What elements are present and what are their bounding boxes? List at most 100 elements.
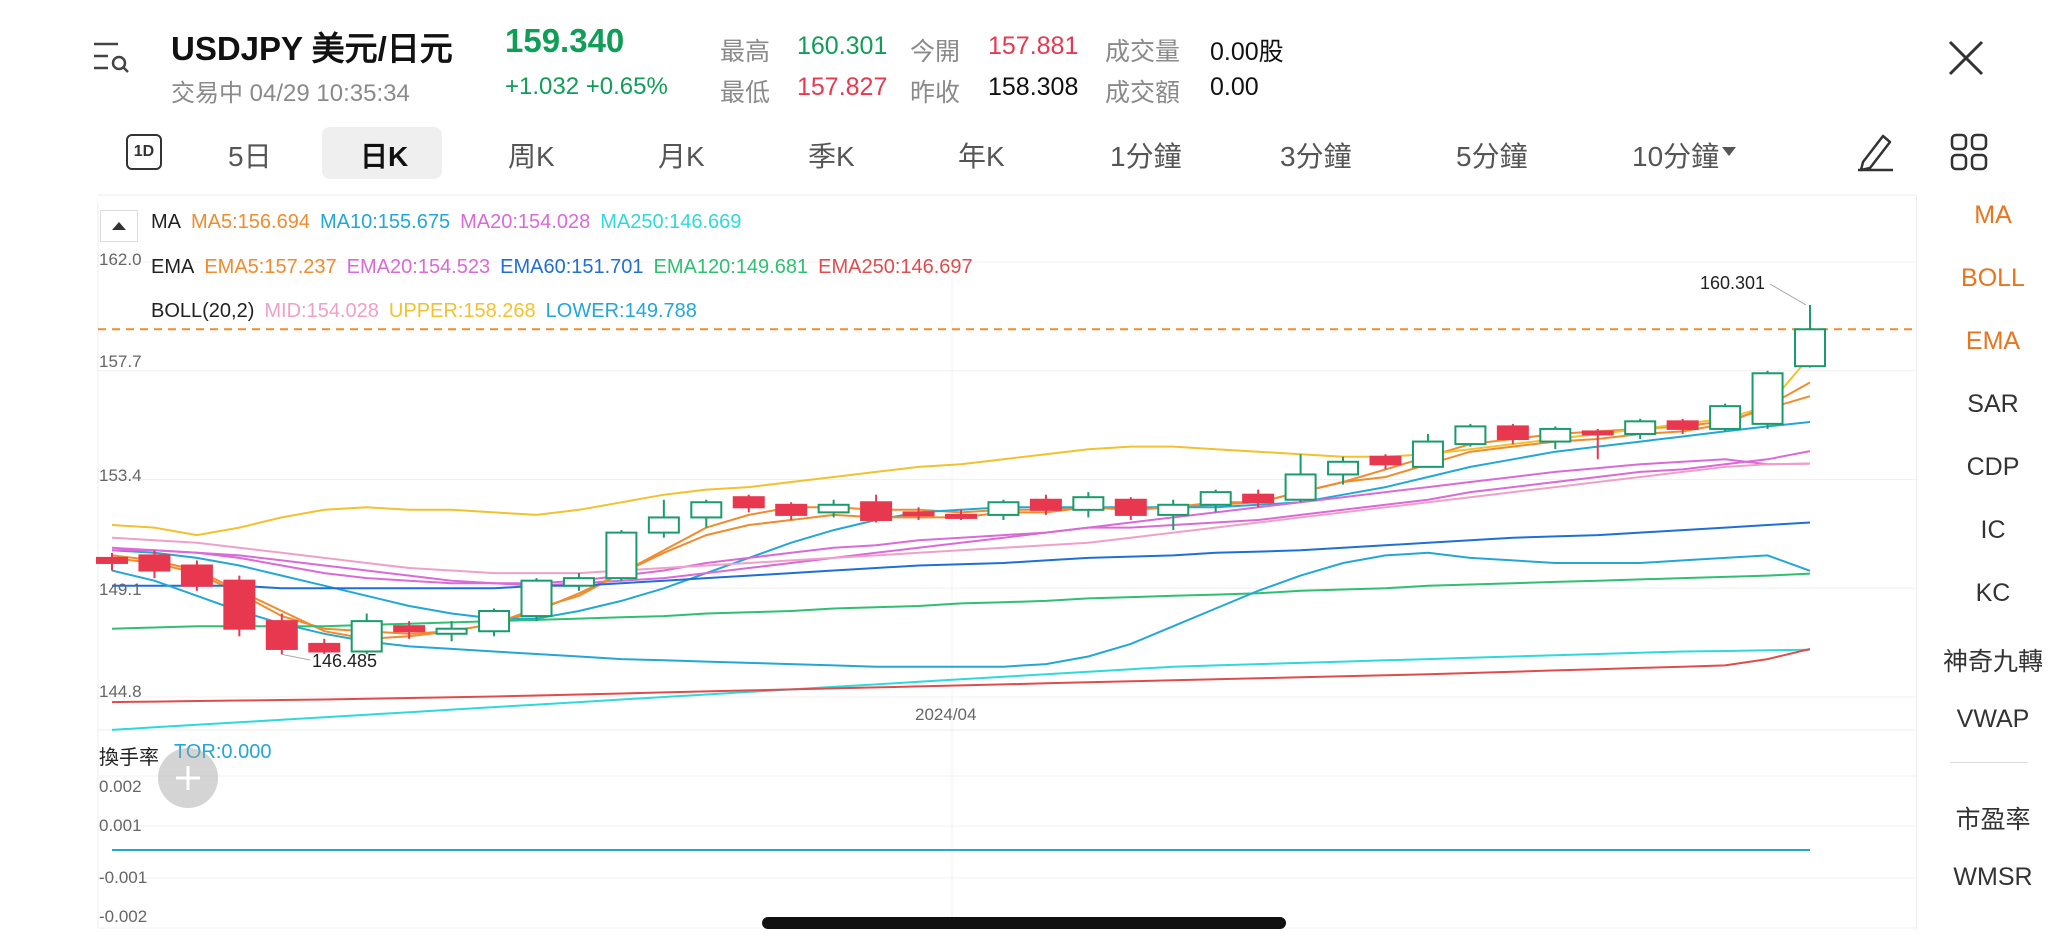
candle-up	[690, 501, 723, 519]
ma-legend: MA MA5:156.694 MA10:155.675 MA20:154.028…	[151, 211, 741, 234]
candle-down	[732, 496, 765, 509]
candle-up	[605, 531, 638, 580]
side-cdp[interactable]: CDP	[1966, 453, 2020, 481]
stat-high-label: 最高	[720, 38, 771, 66]
candle-up	[1157, 503, 1190, 516]
tab-1d[interactable]: 1D	[126, 134, 162, 170]
candle-up	[1199, 491, 1232, 506]
pencil-icon[interactable]	[1855, 130, 1895, 172]
tab-daily-k[interactable]: 日K	[360, 141, 409, 172]
trade-status: 交易中 04/29 10:35:34	[171, 80, 410, 107]
tab-10min[interactable]: 10分鐘	[1632, 141, 1720, 172]
candle-down	[860, 501, 893, 521]
candle-up	[987, 501, 1020, 516]
candle-up	[817, 503, 850, 514]
tab-3min[interactable]: 3分鐘	[1280, 141, 1352, 172]
tab-yearly-k[interactable]: 年K	[958, 141, 1005, 172]
side-kc[interactable]: KC	[1975, 579, 2011, 607]
sub-axis-label: -0.001	[99, 868, 148, 887]
side-wmsr[interactable]: WMSR	[1953, 863, 2033, 891]
tab-quarterly-k[interactable]: 季K	[808, 141, 855, 172]
side-menu-divider	[1916, 195, 1917, 930]
tab-weekly-k[interactable]: 周K	[508, 141, 555, 172]
ema60-value: EMA60:151.701	[500, 256, 644, 278]
sub-axis-label: 0.001	[99, 816, 142, 835]
collapse-indicators-button[interactable]	[100, 210, 138, 242]
candle-up	[435, 627, 468, 635]
symbol-title: USDJPY 美元/日元	[171, 30, 453, 67]
series-line-ema20	[111, 450, 1811, 585]
candle-down	[1114, 498, 1147, 516]
active-tab-highlight	[322, 127, 442, 179]
close-icon[interactable]	[1946, 38, 1986, 78]
boll-legend: BOLL(20,2) MID:154.028 UPPER:158.268 LOW…	[151, 300, 701, 323]
side-section-divider	[1950, 762, 2028, 763]
candle-down	[96, 556, 128, 564]
side-vwap[interactable]: VWAP	[1956, 705, 2030, 733]
tab-monthly-k[interactable]: 月K	[658, 141, 705, 172]
sub-panel-name: 換手率	[99, 747, 159, 769]
candle-up	[1411, 440, 1444, 468]
high-marker-line	[1769, 283, 1807, 306]
tab-5day[interactable]: 5日	[228, 141, 272, 172]
candle-up	[1284, 473, 1317, 501]
stat-prevclose-label: 昨收	[910, 79, 961, 107]
candle-down	[1242, 493, 1275, 504]
series-line-boll-mid	[111, 462, 1811, 575]
series-line-boll-lower	[111, 551, 1811, 668]
candle-down	[1496, 425, 1529, 441]
tab-5min[interactable]: 5分鐘	[1456, 141, 1528, 172]
stat-low-label: 最低	[720, 79, 771, 107]
stat-high-value: 160.301	[797, 32, 888, 60]
side-ma[interactable]: MA	[1974, 201, 2012, 229]
stat-volume-label: 成交量	[1105, 38, 1181, 66]
dropdown-caret-icon[interactable]	[1722, 147, 1736, 157]
candle-up	[478, 610, 511, 633]
ema20-value: EMA20:154.523	[346, 256, 491, 278]
candle-up	[1751, 372, 1784, 425]
price-change: +1.032 +0.65%	[505, 73, 668, 100]
side-pe-ratio[interactable]: 市盈率	[1955, 806, 2031, 834]
last-price: 159.340	[505, 22, 625, 59]
candle-down	[775, 503, 808, 516]
price-axis-label: 149.1	[99, 580, 142, 599]
ma10-value: MA10:155.675	[319, 211, 451, 233]
series-line-boll-upper	[111, 355, 1811, 537]
grid-icon[interactable]	[1950, 133, 1988, 171]
side-ema[interactable]: EMA	[1965, 327, 2021, 355]
side-sar[interactable]: SAR	[1967, 390, 2019, 418]
candle-down	[138, 554, 171, 572]
stat-turnover-label: 成交額	[1105, 79, 1181, 107]
series-line-ma10	[111, 421, 1811, 620]
side-boll[interactable]: BOLL	[1961, 264, 2025, 292]
candle-up	[350, 620, 383, 653]
menu-search-icon[interactable]	[92, 40, 132, 76]
boll-legend-name: BOLL(20,2)	[151, 300, 255, 322]
ma250-value: MA250:146.669	[600, 211, 742, 233]
candle-down	[1666, 420, 1699, 430]
boll-mid-value: MID:154.028	[264, 300, 379, 322]
price-axis-label: 157.7	[99, 352, 142, 371]
stat-open-label: 今開	[910, 38, 961, 66]
side-ic[interactable]: IC	[1980, 516, 2006, 544]
side-td-sequential[interactable]: 神奇九轉	[1942, 648, 2043, 676]
home-indicator	[762, 917, 1286, 929]
candle-down	[223, 579, 256, 630]
candle-up	[1072, 496, 1105, 511]
stat-open-value: 157.881	[988, 32, 1079, 60]
candle-down	[265, 620, 298, 650]
candle-up	[1794, 328, 1826, 368]
ma5-value: MA5:156.694	[191, 211, 310, 233]
low-marker-label: 146.485	[312, 651, 378, 671]
boll-upper-value: UPPER:158.268	[388, 300, 536, 322]
stat-low-value: 157.827	[797, 73, 888, 101]
series-line-ma250	[111, 648, 1811, 731]
tab-1min[interactable]: 1分鐘	[1110, 141, 1182, 172]
candle-down	[1581, 430, 1614, 436]
ema-legend: EMA EMA5:157.237 EMA20:154.523 EMA60:151…	[151, 256, 973, 279]
price-axis-label: 162.0	[99, 250, 142, 269]
add-button[interactable]	[158, 748, 218, 808]
candle-down	[1029, 498, 1062, 511]
ema120-value: EMA120:149.681	[653, 256, 809, 278]
